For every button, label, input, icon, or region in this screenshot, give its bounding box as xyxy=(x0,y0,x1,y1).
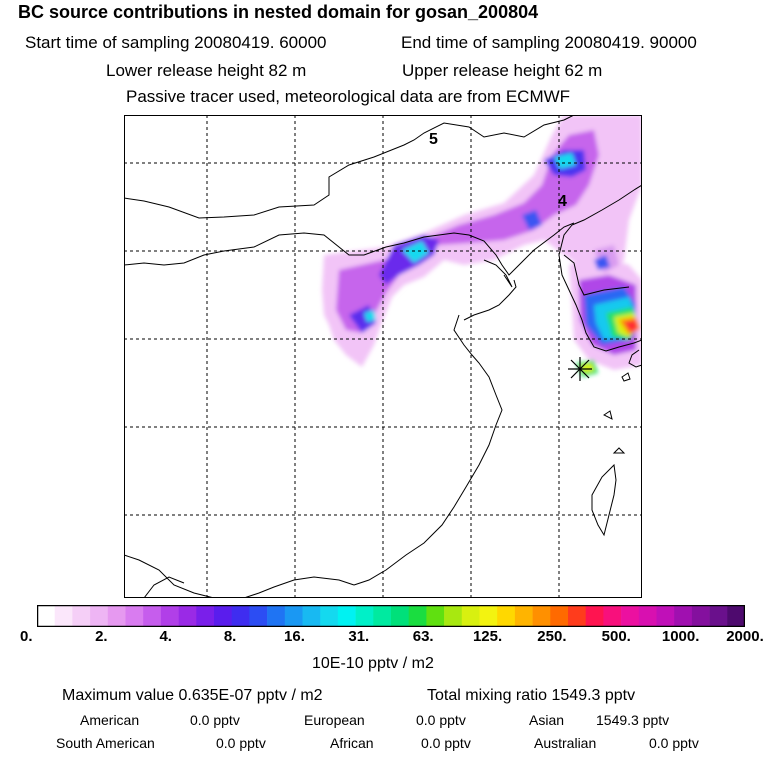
colorbar xyxy=(37,605,745,627)
colorbar-cell xyxy=(37,605,55,627)
colorbar-cell xyxy=(568,605,586,627)
plume-field xyxy=(322,115,642,377)
colorbar-cell xyxy=(727,605,745,627)
colorbar-tick-label: 31. xyxy=(348,628,370,645)
map-frame xyxy=(124,115,642,598)
colorbar-cell xyxy=(426,605,445,627)
colorbar-cell xyxy=(621,605,640,627)
total-mixing-ratio: Total mixing ratio 1549.3 pptv xyxy=(427,687,636,704)
asian-value: 1549.3 pptv xyxy=(596,712,670,728)
african-value: 0.0 pptv xyxy=(421,735,471,751)
colorbar-cell xyxy=(90,605,109,627)
graticule xyxy=(124,115,642,598)
source-contribution-map: 5 4 xyxy=(124,115,642,598)
model-info: Passive tracer used, meteorological data… xyxy=(126,87,571,106)
maximum-value: Maximum value 0.635E-07 pptv / m2 xyxy=(62,687,323,704)
colorbar-cell xyxy=(72,605,91,627)
african-label: African xyxy=(330,735,374,751)
colorbar-cell xyxy=(691,605,710,627)
colorbar-cell xyxy=(320,605,339,627)
contour-label-4: 4 xyxy=(558,193,567,210)
colorbar-tick-label: 125. xyxy=(472,628,503,645)
colorbar-cell xyxy=(656,605,675,627)
colorbar-tick-label: 0. xyxy=(20,628,33,645)
colorbar-tick-label: 63. xyxy=(412,628,434,645)
colorbar-cell xyxy=(709,605,728,627)
colorbar-tick-label: 8. xyxy=(223,628,237,645)
colorbar-cell xyxy=(231,605,250,627)
colorbar-cell xyxy=(408,605,427,627)
start-time: Start time of sampling 20080419. 60000 xyxy=(25,33,327,52)
map-title: BC source contributions in nested domain… xyxy=(18,2,539,22)
colorbar-cell xyxy=(267,605,286,627)
colorbar-cell xyxy=(107,605,126,627)
coastlines xyxy=(124,115,642,598)
colorbar-tick-label: 2000. xyxy=(726,628,764,645)
colorbar-tick-label: 500. xyxy=(601,628,631,645)
european-value: 0.0 pptv xyxy=(416,712,466,728)
american-label: American xyxy=(80,712,140,728)
colorbar-cell xyxy=(444,605,463,627)
european-label: European xyxy=(304,712,365,728)
colorbar-cell xyxy=(337,605,356,627)
colorbar-cell xyxy=(284,605,303,627)
colorbar-cell xyxy=(461,605,480,627)
colorbar-cell xyxy=(355,605,374,627)
american-value: 0.0 pptv xyxy=(190,712,240,728)
asian-label: Asian xyxy=(529,712,565,728)
south-american-value: 0.0 pptv xyxy=(216,735,266,751)
colorbar-cell xyxy=(514,605,533,627)
lower-release-height: Lower release height 82 m xyxy=(106,61,307,80)
receptor-site-marker xyxy=(568,357,592,381)
colorbar-cell xyxy=(497,605,516,627)
colorbar-cell xyxy=(143,605,162,627)
colorbar-tick-label: 1000. xyxy=(661,628,700,645)
colorbar-tick-label: 4. xyxy=(159,628,172,645)
colorbar-cell xyxy=(532,605,551,627)
colorbar-cell xyxy=(603,605,622,627)
colorbar-tick-label: 16. xyxy=(284,628,305,645)
colorbar-cell xyxy=(585,605,604,627)
colorbar-cell xyxy=(178,605,197,627)
colorbar-units: 10E-10 pptv / m2 xyxy=(312,655,434,672)
upper-release-height: Upper release height 62 m xyxy=(402,61,603,80)
colorbar-cell xyxy=(125,605,144,627)
contour-label-5: 5 xyxy=(429,131,438,148)
colorbar-cell xyxy=(479,605,498,627)
colorbar-cell xyxy=(302,605,321,627)
colorbar-cell xyxy=(214,605,232,627)
colorbar-cell xyxy=(54,605,73,627)
colorbar-cell xyxy=(674,605,693,627)
colorbar-cell xyxy=(373,605,392,627)
colorbar-tick-label: 250. xyxy=(537,628,567,645)
south-american-label: South American xyxy=(56,735,155,751)
colorbar-tick-label: 2. xyxy=(95,628,108,645)
colorbar-cell xyxy=(638,605,657,627)
australian-value: 0.0 pptv xyxy=(649,735,699,751)
colorbar-cell xyxy=(249,605,268,627)
australian-label: Australian xyxy=(534,735,597,751)
colorbar-cell xyxy=(196,605,215,627)
colorbar-cell xyxy=(550,605,569,627)
end-time: End time of sampling 20080419. 90000 xyxy=(401,33,697,52)
colorbar-cell xyxy=(160,605,179,627)
colorbar-cell xyxy=(391,605,409,627)
